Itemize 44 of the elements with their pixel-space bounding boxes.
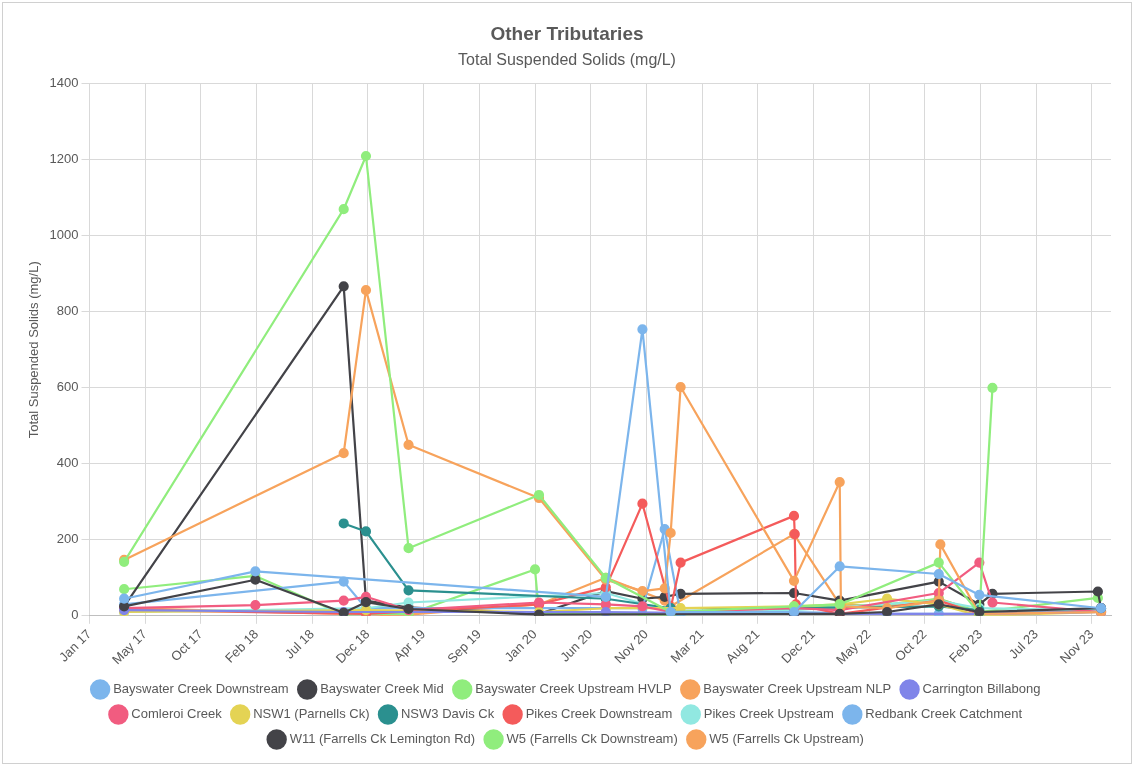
y-axis-title: Total Suspended Solids (mg/L) (26, 261, 42, 439)
x-tick-label: Jan 17 (55, 626, 95, 665)
legend-label: Pikes Creek Downstream (525, 706, 673, 722)
x-tick-label: Feb 18 (222, 626, 262, 666)
legend-label: W5 (Farrells Ck Upstream) (709, 731, 864, 747)
x-tick-label: Apr 19 (390, 626, 429, 665)
x-tick-label: Jul 23 (1005, 626, 1041, 662)
chart-title: Other Tributaries (489, 23, 645, 45)
x-tick-label: Oct 22 (891, 626, 930, 665)
x-tick-label: Mar 21 (667, 626, 707, 666)
legend-label: Bayswater Creek Upstream NLP (703, 681, 892, 697)
legend-label: Redbank Creek Catchment (865, 706, 1023, 722)
x-tick-label: Nov 23 (1056, 626, 1097, 667)
x-tick-label: Sep 19 (444, 626, 484, 667)
x-tick-label: Dec 21 (778, 626, 819, 667)
chart-subtitle: Total Suspended Solids (mg/L) (457, 51, 677, 69)
y-tick-label: 1400 (49, 75, 79, 91)
legend-label: Comleroi Creek (131, 706, 223, 722)
y-tick-label: 800 (56, 303, 79, 319)
y-tick-label: 200 (56, 531, 79, 547)
legend-label: W5 (Farrells Ck Downstream) (506, 731, 678, 747)
y-tick-label: 0 (71, 607, 79, 623)
legend-label: Bayswater Creek Upstream HVLP (475, 681, 672, 697)
y-tick-label: 1200 (49, 151, 79, 167)
legend-label: W11 (Farrells Ck Lemington Rd) (289, 731, 476, 747)
legend-label: NSW1 (Parnells Ck) (253, 706, 370, 722)
legend-label: Bayswater Creek Mid (320, 681, 444, 697)
x-tick-label: Dec 18 (332, 626, 373, 667)
x-tick-label: Oct 17 (167, 626, 206, 665)
legend-label: Pikes Creek Upstream (703, 706, 834, 722)
x-tick-label: May 22 (833, 626, 874, 668)
x-tick-label: May 17 (109, 626, 150, 668)
legend-label: Bayswater Creek Downstream (113, 681, 289, 697)
x-tick-label: Jun 20 (557, 626, 596, 665)
y-tick-label: 600 (56, 379, 79, 395)
y-tick-label: 1000 (49, 227, 79, 243)
x-tick-label: Jan 20 (501, 626, 540, 665)
legend-label: NSW3 Davis Ck (400, 706, 495, 722)
legend-label: Carrington Billabong (922, 681, 1041, 697)
y-tick-label: 400 (56, 455, 79, 471)
x-tick-label: Nov 20 (611, 626, 652, 667)
x-tick-label: Aug 21 (722, 626, 763, 667)
x-tick-label: Feb 23 (945, 626, 986, 666)
x-tick-label: Jul 18 (281, 626, 317, 662)
